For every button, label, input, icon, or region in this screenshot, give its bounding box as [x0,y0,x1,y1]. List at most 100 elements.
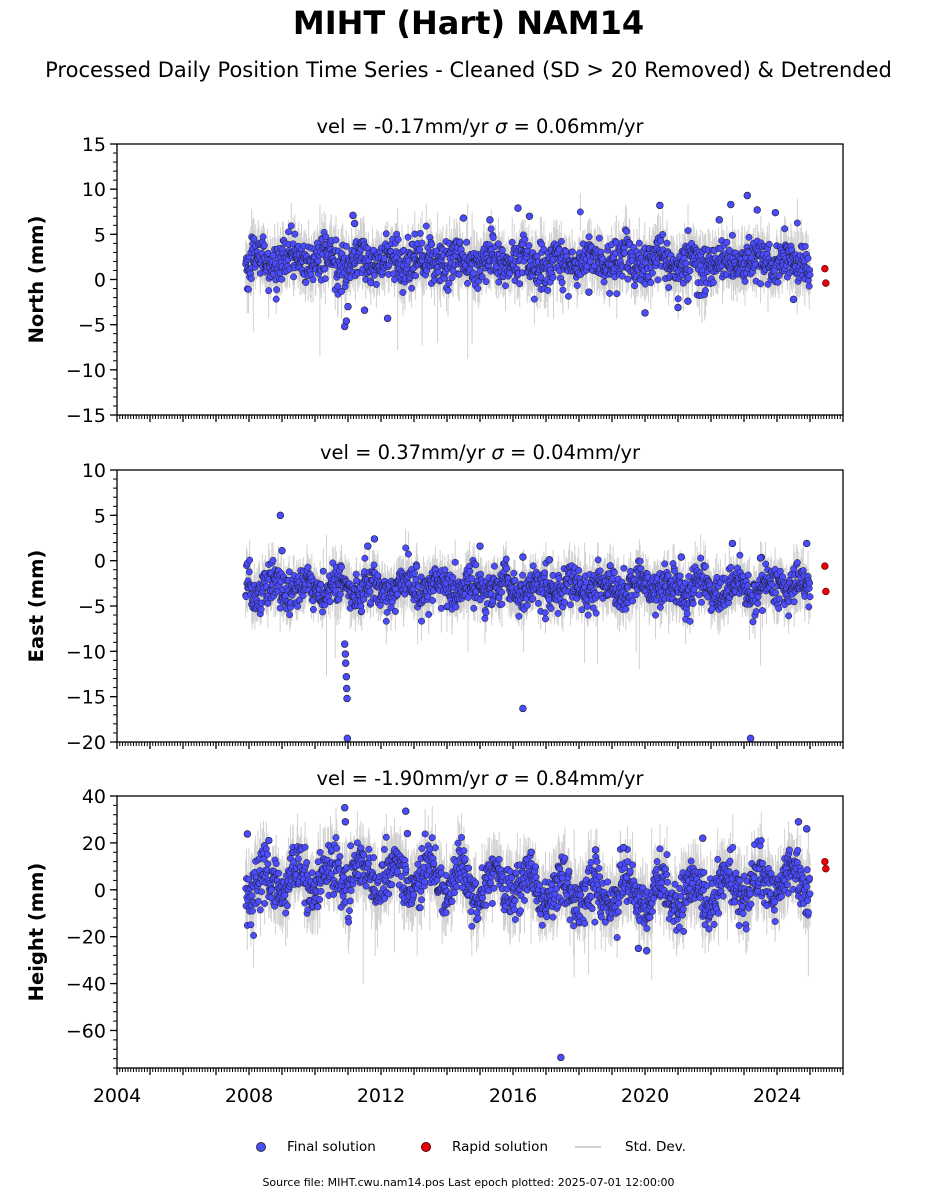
final-solution-point [321,275,329,283]
final-solution-point [623,227,631,235]
final-solution-point [322,233,330,241]
final-solution-point [585,288,593,296]
final-solution-point [498,246,506,254]
final-solution-point [314,257,322,265]
final-solution-point [665,284,673,292]
final-solution-point [342,242,350,250]
final-solution-point [245,285,252,293]
final-solution-point [434,268,442,276]
final-solution-point [544,286,552,294]
final-solution-point [723,238,731,246]
final-solution-point [291,230,299,238]
final-solution-point [360,306,369,314]
final-solution-point [765,240,773,248]
final-solution-point [486,216,494,224]
final-solution-point [336,590,344,598]
final-solution-point [686,267,694,275]
final-solution-point [804,254,812,262]
final-solution-point [648,269,656,277]
final-solution-point [273,286,281,294]
final-solution-point [586,257,594,265]
plots-canvas: −15 −10 −5 0 5 10 15 vel = -0.17mm/yr σ = 0.06m… [25,115,844,1107]
final-solution-point [372,280,380,288]
final-solution-point [525,242,533,250]
final-solution-point [408,284,416,292]
final-solution-point [631,282,639,290]
final-solution-point [564,292,572,300]
final-solution-point [448,274,456,282]
final-solution-point [573,281,581,289]
final-solution-point [317,581,325,589]
final-solution-point [294,602,302,610]
y-tick-label: 0 [94,270,106,292]
final-solution-point [360,595,368,603]
final-solution-point [606,289,614,297]
final-solution-point [641,309,649,317]
final-solution-point [399,289,407,296]
final-solution-point [657,237,665,245]
final-solution-point [618,272,626,280]
y-tick-label: 10 [82,179,106,201]
final-solution-point [793,219,801,227]
final-solution-point [508,238,516,246]
rapid-solution-point [821,264,829,273]
final-solution-point [445,279,453,287]
final-solution-point [789,295,798,304]
final-solution-point [332,586,340,594]
final-solution-point [684,227,692,235]
final-solution-point [353,577,361,585]
final-solution-point [350,219,359,228]
final-solution-point [302,279,310,286]
final-solution-point [326,598,334,606]
y-tick-label: 5 [94,224,106,246]
final-solution-point [464,279,471,287]
final-solution-point [304,563,312,571]
final-solution-point [264,599,272,607]
final-solution-point [366,588,374,595]
final-solution-point [344,302,352,311]
final-solution-point [321,265,329,273]
final-solution-point [259,233,267,241]
final-solution-point [276,604,284,612]
final-solution-point [342,317,351,325]
final-solution-point [286,611,294,619]
final-solution-point [674,295,682,303]
final-solution-point [674,303,682,312]
final-solution-point [502,282,509,290]
final-solution-point [771,208,780,217]
final-solution-point [285,568,293,576]
y-tick-label: −5 [78,315,106,337]
final-solution-point [537,273,545,281]
final-solution-point [370,561,378,569]
panel-data [242,511,830,742]
final-solution-point [624,275,632,283]
final-solution-point [257,605,265,613]
final-solution-point [474,285,482,292]
final-solution-point [404,233,412,241]
final-solution-point [727,200,735,209]
final-solution-point [600,278,608,286]
final-solution-point [285,228,292,236]
y-axis-label: North (mm) [25,216,48,344]
final-solution-point [635,239,643,247]
final-solution-point [682,259,690,267]
chart-title: MIHT (Hart) NAM14 [292,4,645,42]
final-solution-point [250,235,258,243]
final-solution-point [290,273,298,281]
final-solution-point [459,214,468,222]
final-solution-point [463,238,471,246]
final-solution-point [487,225,495,233]
final-solution-point [576,208,584,216]
final-solution-point [745,233,753,241]
final-solution-point [743,191,751,200]
final-solution-point [338,563,345,571]
final-solution-point [741,277,749,285]
final-solution-point [647,279,655,287]
final-solution-point [684,274,692,282]
final-solution-point [269,556,277,564]
final-solution-point [514,204,522,212]
y-tick-label: −15 [66,405,106,427]
final-solution-point [559,286,567,294]
y-tick-label: −10 [66,360,106,382]
